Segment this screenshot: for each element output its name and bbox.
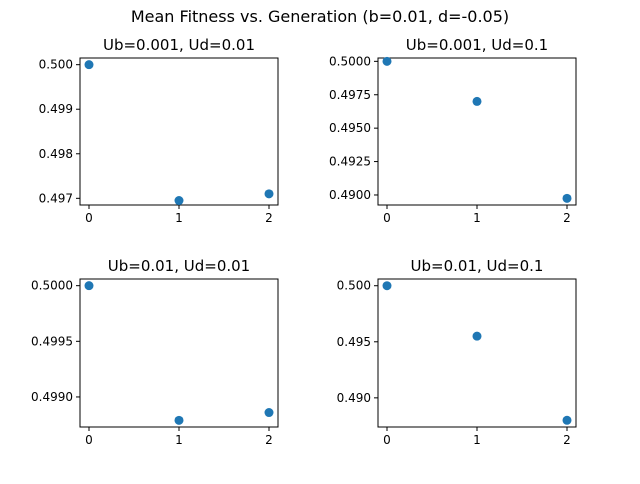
x-tick-label: 1 — [175, 211, 183, 225]
y-tick-label: 0.4975 — [329, 88, 371, 102]
y-tick-label: 0.5000 — [329, 54, 371, 68]
axes-frame — [79, 57, 279, 206]
subplot-2: Ub=0.001, Ud=0.1 0 1 2 0.4900 0.4925 0.4950 0.4… — [329, 36, 577, 225]
data-point — [84, 60, 94, 70]
subplot-title: Ub=0.001, Ud=0.01 — [103, 36, 255, 54]
subplot-4: Ub=0.01, Ud=0.1 0 1 2 0.490 0.495 0.500 — [337, 257, 577, 447]
data-point — [174, 415, 184, 425]
data-point — [472, 96, 482, 106]
y-tick-label: 0.500 — [39, 58, 73, 72]
x-tick-label: 1 — [473, 433, 481, 447]
subplot-title: Ub=0.01, Ud=0.1 — [411, 257, 544, 275]
y-tick-label: 0.5000 — [31, 279, 73, 293]
subplot-title: Ub=0.001, Ud=0.1 — [406, 36, 548, 54]
axes-frame — [79, 278, 279, 428]
y-tick-label: 0.490 — [337, 391, 371, 405]
data-point — [174, 196, 184, 206]
x-tick-label: 2 — [265, 433, 273, 447]
x-tick-label: 2 — [563, 433, 571, 447]
data-point — [382, 281, 392, 291]
y-tick-label: 0.497 — [39, 191, 73, 205]
data-point — [264, 189, 274, 199]
x-tick-label: 0 — [85, 211, 93, 225]
y-tick-label: 0.4950 — [329, 121, 371, 135]
data-point — [84, 281, 94, 291]
x-tick-label: 2 — [265, 211, 273, 225]
y-tick-label: 0.495 — [337, 335, 371, 349]
data-point — [472, 331, 482, 341]
data-point — [264, 408, 274, 418]
x-tick-label: 0 — [383, 433, 391, 447]
y-tick-label: 0.4900 — [329, 188, 371, 202]
data-point — [562, 415, 572, 425]
y-tick-label: 0.4990 — [31, 390, 73, 404]
x-tick-label: 2 — [563, 211, 571, 225]
y-tick-label: 0.500 — [337, 279, 371, 293]
subplot-1: Ub=0.001, Ud=0.01 0 1 2 0.497 0.498 0.499 0.500 — [39, 36, 279, 225]
subplot-3: Ub=0.01, Ud=0.01 0 1 2 0.4990 0.4995 0.5000 — [31, 257, 279, 447]
data-point — [562, 193, 572, 203]
subplot-title: Ub=0.01, Ud=0.01 — [108, 257, 250, 275]
figure-title: Mean Fitness vs. Generation (b=0.01, d=-… — [130, 7, 510, 26]
x-tick-label: 0 — [85, 433, 93, 447]
y-tick-label: 0.4995 — [31, 334, 73, 348]
x-tick-label: 0 — [383, 211, 391, 225]
y-tick-label: 0.4925 — [329, 155, 371, 169]
data-point — [382, 56, 392, 66]
axes-frame — [377, 278, 577, 428]
x-tick-label: 1 — [473, 211, 481, 225]
x-tick-label: 1 — [175, 433, 183, 447]
y-tick-label: 0.498 — [39, 147, 73, 161]
axes-frame — [377, 57, 577, 206]
y-tick-label: 0.499 — [39, 102, 73, 116]
